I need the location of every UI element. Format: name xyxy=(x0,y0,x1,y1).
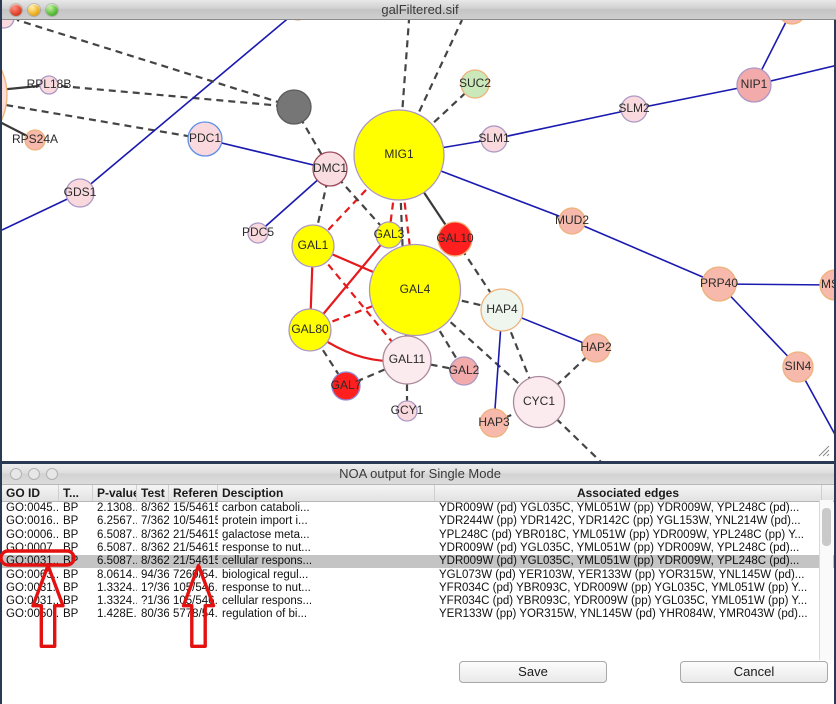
svg-text:GAL2: GAL2 xyxy=(449,363,480,377)
svg-text:GCY1: GCY1 xyxy=(391,403,424,417)
svg-text:RPS24A: RPS24A xyxy=(12,132,58,146)
svg-text:CYC1: CYC1 xyxy=(523,394,555,408)
svg-text:GDS1: GDS1 xyxy=(64,185,97,199)
svg-text:GAL10: GAL10 xyxy=(436,231,474,245)
svg-text:RPL18B: RPL18B xyxy=(27,77,72,91)
svg-text:GAL1: GAL1 xyxy=(298,238,329,252)
svg-text:PDC5: PDC5 xyxy=(242,225,274,239)
svg-text:SLM2: SLM2 xyxy=(618,101,650,115)
svg-text:MIG1: MIG1 xyxy=(384,147,414,161)
svg-text:MSI1: MSI1 xyxy=(821,277,834,291)
svg-text:GAL4: GAL4 xyxy=(400,282,431,296)
svg-text:SIN4: SIN4 xyxy=(785,359,812,373)
svg-text:PRP40: PRP40 xyxy=(700,276,738,290)
svg-text:NIP1: NIP1 xyxy=(741,77,768,91)
svg-text:SUC2: SUC2 xyxy=(459,76,491,90)
svg-text:GAL7: GAL7 xyxy=(331,378,362,392)
svg-text:GAL80: GAL80 xyxy=(291,322,329,336)
svg-text:GAL11: GAL11 xyxy=(389,352,426,366)
svg-text:GAL3: GAL3 xyxy=(374,227,405,241)
svg-text:HAP3: HAP3 xyxy=(478,415,510,429)
svg-text:HAP2: HAP2 xyxy=(580,340,612,354)
svg-text:SLM1: SLM1 xyxy=(478,131,510,145)
svg-text:MUD2: MUD2 xyxy=(555,213,589,227)
svg-text:DMC1: DMC1 xyxy=(313,161,347,175)
svg-text:HAP4: HAP4 xyxy=(486,302,518,316)
svg-text:PDC1: PDC1 xyxy=(189,131,221,145)
